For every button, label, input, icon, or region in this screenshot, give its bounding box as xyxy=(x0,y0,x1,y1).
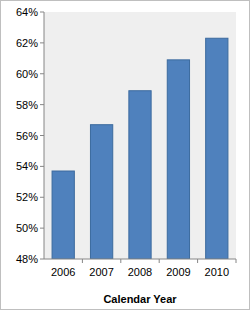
y-tick xyxy=(40,228,44,229)
y-tick-label: 50% xyxy=(16,222,38,234)
x-tick-label: 2006 xyxy=(51,266,75,278)
x-tick-label: 2007 xyxy=(89,266,113,278)
y-tick-label: 56% xyxy=(16,130,38,142)
y-tick-label: 54% xyxy=(16,160,38,172)
x-axis-title: Calendar Year xyxy=(103,293,177,305)
x-tick xyxy=(197,259,198,263)
y-tick-label: 64% xyxy=(16,6,38,18)
y-tick-label: 60% xyxy=(16,68,38,80)
y-tick xyxy=(40,104,44,105)
plot-area xyxy=(44,12,236,259)
bar xyxy=(52,171,74,259)
x-tick xyxy=(82,259,83,263)
y-tick-label: 62% xyxy=(16,37,38,49)
bars xyxy=(52,38,228,259)
x-tick xyxy=(159,259,160,263)
bar xyxy=(206,38,228,259)
bar xyxy=(167,60,189,259)
chart-border xyxy=(1,1,250,310)
y-axis xyxy=(44,12,45,259)
x-axis xyxy=(44,259,236,260)
bar xyxy=(129,91,151,259)
y-tick xyxy=(40,12,44,13)
y-tick-label: 58% xyxy=(16,99,38,111)
y-tick xyxy=(40,259,44,260)
chart: 48% 50% 52% 54% 56% 58% 60% 62% 64% 2006 2007 2008 2… xyxy=(0,0,250,310)
y-tick-label: 48% xyxy=(16,253,38,265)
x-tick-label: 2008 xyxy=(128,266,152,278)
y-tick xyxy=(40,135,44,136)
y-tick xyxy=(40,197,44,198)
bar xyxy=(90,125,112,259)
x-tick xyxy=(120,259,121,263)
y-tick xyxy=(40,73,44,74)
x-tick xyxy=(236,259,237,263)
x-tick-label: 2010 xyxy=(205,266,229,278)
y-tick-label: 52% xyxy=(16,191,38,203)
y-tick xyxy=(40,166,44,167)
x-tick-label: 2009 xyxy=(166,266,190,278)
y-tick xyxy=(40,42,44,43)
